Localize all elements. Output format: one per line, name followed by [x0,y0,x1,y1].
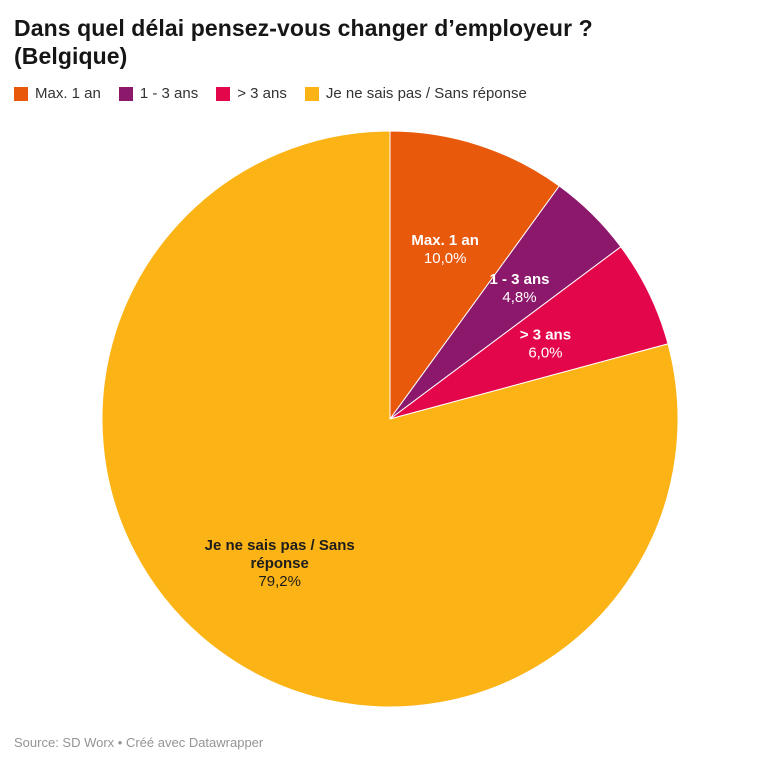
legend-swatch-icon [14,86,28,101]
pie-slice-label-0: Max. 1 an 10,0% [411,232,479,267]
legend-label: Max. 1 an [35,85,101,103]
legend-swatch-icon [118,86,133,101]
pie-slice-0[interactable] [389,130,560,421]
legend-item-2: > 3 ans [216,85,287,102]
page-title-line1: Dans quel délai pensez-vous changer d’em… [14,15,593,41]
legend-label: 1 - 3 ans [139,85,199,103]
page-title-line2: (Belgique) [14,43,128,70]
legend-item-3: Je ne sais pas / Sans réponse [304,85,527,103]
pie-slice-label-1: 1 - 3 ans 4,8% [489,271,549,306]
legend-item-0: Max. 1 an [14,85,101,102]
legend-label: Je ne sais pas / Sans réponse [325,85,527,103]
legend: Max. 1 an 1 - 3 ans > 3 ans Je ne sais pas … [14,85,766,102]
chart-area: Max. 1 an 10,0% 1 - 3 ans 4,8% > 3 ans 6,0% Je… [14,128,766,715]
pie-slice-label-2: > 3 ans 6,0% [520,327,571,362]
pie-slice-3[interactable] [101,130,679,708]
legend-item-1: 1 - 3 ans [118,85,199,103]
legend-swatch-icon [304,86,319,101]
legend-label: > 3 ans [237,85,287,103]
legend-swatch-icon [216,86,231,101]
page-title: Dans quel délai pensez-vous changer d’em… [14,14,766,70]
chart-footer: Source: SD Worx • Créé avec Datawrapper [14,735,264,750]
pie-slice-label-3: Je ne sais pas / Sans réponse 79,2% [205,537,355,590]
pie-chart: Max. 1 an 10,0% 1 - 3 ans 4,8% > 3 ans 6,0% Je… [101,130,679,708]
